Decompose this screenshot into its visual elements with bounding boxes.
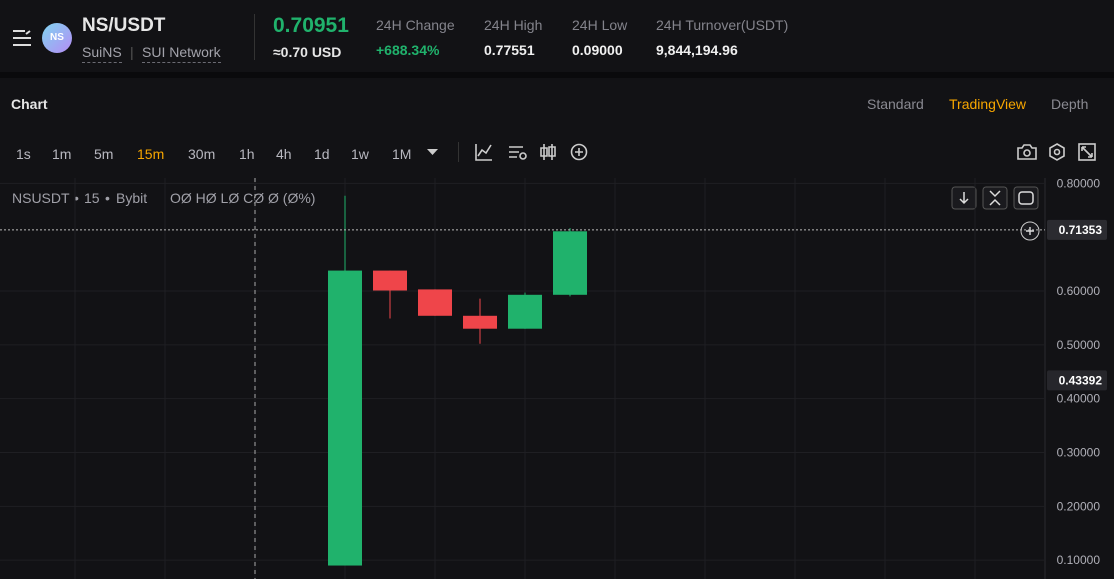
view-tab[interactable]: Standard <box>867 96 924 112</box>
interval[interactable]: 1d <box>314 146 330 162</box>
stat-value: 0.09000 <box>572 42 623 58</box>
view-tab[interactable]: TradingView <box>949 96 1027 112</box>
interval[interactable]: 1m <box>52 146 72 162</box>
tag[interactable]: SuiNS <box>82 44 122 63</box>
tool-icons[interactable] <box>474 142 594 162</box>
interval[interactable]: 4h <box>276 146 292 162</box>
separator: | <box>130 44 134 60</box>
chart-panel: Chart Standard TradingView Depth 1s 1m 5m 15m… <box>0 78 1114 579</box>
price-label-box <box>1047 219 1107 240</box>
interval[interactable]: 1s <box>16 146 31 162</box>
legend-ohlc: OØ HØ LØ CØ Ø (Ø%) <box>170 190 315 206</box>
candle-body <box>508 294 542 329</box>
panel-title: Chart <box>11 96 48 112</box>
price-usd: ≈0.70 USD <box>273 44 342 60</box>
y-tick-label: 0.30000 <box>1057 446 1101 460</box>
interval[interactable]: 5m <box>94 146 114 162</box>
y-tick-label: 0.40000 <box>1057 392 1101 406</box>
stat-label: 24H Change <box>376 17 455 33</box>
stat-label: 24H High <box>484 17 543 33</box>
stat-value: +688.34% <box>376 42 440 58</box>
chart-actions[interactable] <box>1016 142 1100 162</box>
legend-symbol: NSUSDT <box>12 190 70 206</box>
y-tick-label: 0.60000 <box>1057 284 1101 298</box>
y-tick-label: 0.50000 <box>1057 338 1101 352</box>
price-label: 0.71353 <box>1059 223 1103 237</box>
legend: NSUSDT • 15 • Bybit OØ HØ LØ CØ Ø (Ø%) <box>12 190 315 206</box>
price-label-box <box>1047 370 1107 391</box>
tag[interactable]: SUI Network <box>142 44 221 63</box>
interval[interactable]: 30m <box>188 146 216 162</box>
price-label: 0.43392 <box>1059 373 1103 387</box>
dropdown[interactable] <box>425 146 441 158</box>
menu-icon[interactable] <box>12 29 32 47</box>
candle-body <box>553 231 587 295</box>
stat-label: 24H Turnover(USDT) <box>656 17 789 33</box>
view-tab[interactable]: Depth <box>1051 96 1089 112</box>
y-tick-label: 0.20000 <box>1057 499 1101 513</box>
legend-exchange: Bybit <box>116 190 147 206</box>
interval[interactable]: 1h <box>239 146 255 162</box>
candle-body <box>373 270 407 291</box>
stat-value: 0.77551 <box>484 42 535 58</box>
last-price: 0.70951 <box>273 14 349 37</box>
interval[interactable]: 15m <box>137 146 165 162</box>
overlay-buttons[interactable] <box>951 186 1040 241</box>
legend-dot: • <box>105 190 110 206</box>
legend-dot: • <box>74 190 79 206</box>
candle-body <box>418 289 452 316</box>
symbol: NS/USDT <box>82 15 166 36</box>
coin-icon: NS <box>42 23 72 53</box>
legend-interval: 15 <box>84 190 100 206</box>
chart: NSUSDT • 15 • Bybit OØ HØ LØ CØ Ø (Ø%) 0… <box>0 178 1107 579</box>
divider <box>254 14 255 60</box>
header: NS NS/USDT SuiNS | SUI Network 0.70951 ≈… <box>0 0 1114 72</box>
divider <box>458 142 459 162</box>
candle-body <box>463 315 497 329</box>
candle-body <box>328 270 362 566</box>
y-tick-label: 0.80000 <box>1057 178 1101 190</box>
interval[interactable]: 1M <box>392 146 412 162</box>
interval[interactable]: 1w <box>351 146 369 162</box>
y-tick-label: 0.10000 <box>1057 553 1101 567</box>
stat-value: 9,844,194.96 <box>656 42 738 58</box>
stat-label: 24H Low <box>572 17 628 33</box>
